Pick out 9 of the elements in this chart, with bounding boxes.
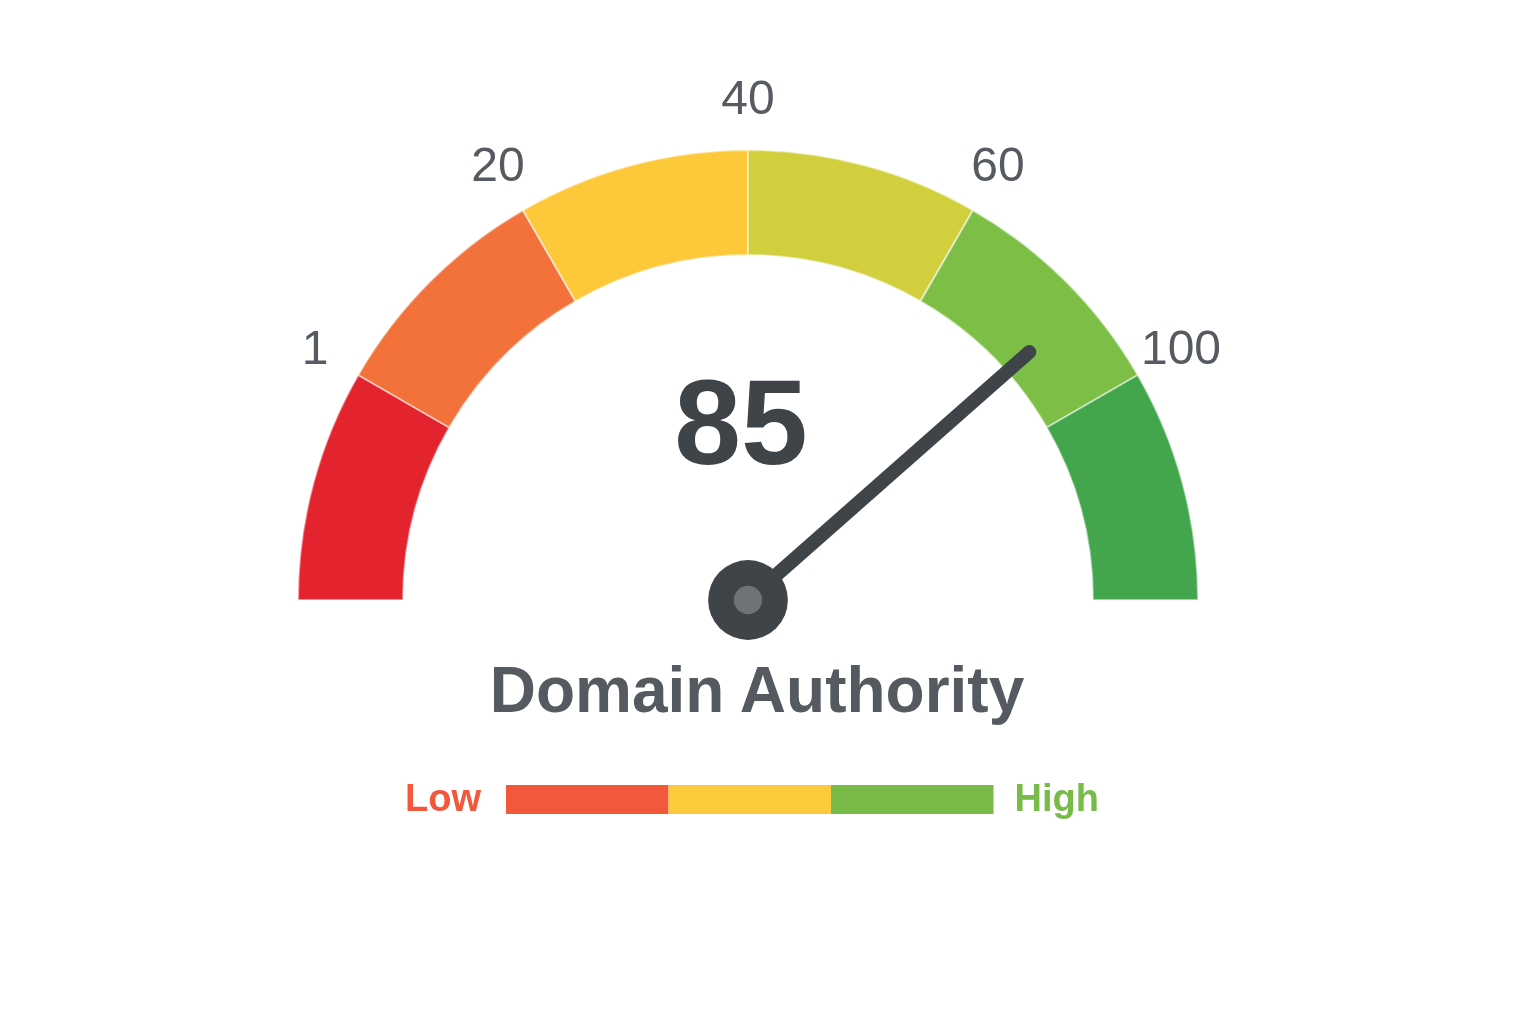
text: 60 (971, 137, 1025, 191)
text: 1 (301, 321, 329, 374)
text: 100 (1140, 321, 1222, 374)
text: High (1014, 776, 1099, 819)
text: 20 (471, 137, 525, 191)
text: 40 (721, 71, 775, 124)
text: Domain Authority (489, 654, 1025, 726)
text: Low (405, 776, 482, 819)
data-label: 85 (674, 355, 808, 489)
